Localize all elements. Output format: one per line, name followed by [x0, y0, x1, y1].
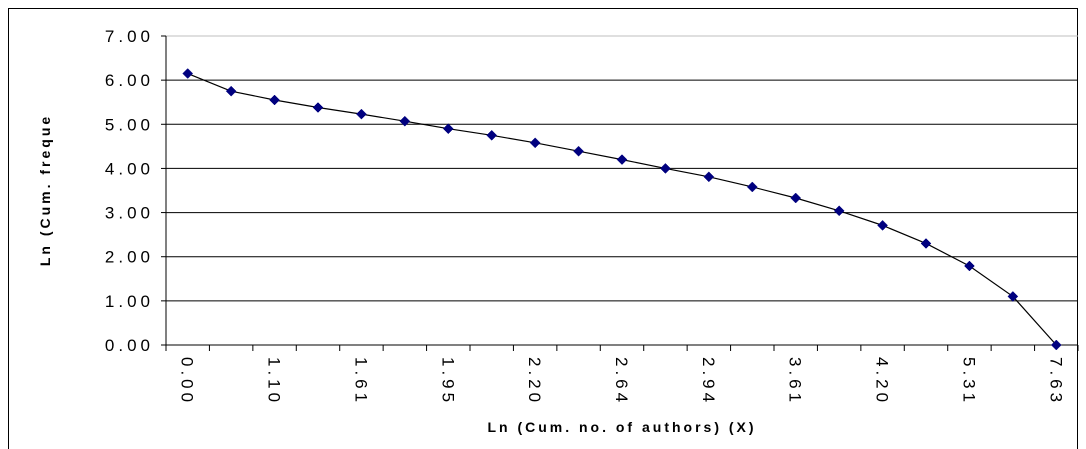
x-tick-label: 3.61 [786, 357, 805, 406]
data-point [1007, 291, 1019, 302]
data-point [877, 220, 888, 231]
y-tick-label: 7.00 [105, 27, 154, 46]
y-tick-labels: 0.00 1.00 2.00 3.00 4.00 5.00 6.00 7.00 [105, 27, 154, 355]
x-tick-label: 1.61 [351, 357, 370, 406]
data-point [1050, 339, 1062, 351]
data-point [529, 137, 541, 149]
data-point [746, 181, 758, 193]
y-tick-label: 5.00 [105, 115, 154, 134]
x-tick-label: 0.00 [178, 357, 197, 406]
data-point [703, 171, 715, 183]
data-point [399, 115, 411, 127]
y-tick-label: 3.00 [105, 204, 154, 223]
data-point [356, 108, 367, 120]
axes [161, 35, 1079, 351]
y-tick-label: 6.00 [105, 71, 154, 90]
grid-lines [166, 35, 1078, 302]
data-point [660, 163, 671, 174]
y-axis-title: Ln (Cum. freque [37, 114, 53, 266]
data-point [964, 260, 975, 272]
x-tick-label: 4.20 [873, 357, 892, 406]
y-tick-label: 0.00 [105, 336, 154, 355]
series-group [182, 68, 1062, 351]
data-point [616, 154, 628, 165]
series-line [187, 72, 1057, 346]
x-tick-label: 2.64 [612, 357, 631, 406]
x-tick-label: 1.95 [438, 357, 457, 406]
data-point [182, 68, 194, 79]
data-point [920, 238, 932, 249]
x-tick-label: 2.20 [525, 357, 544, 406]
y-tick-label: 4.00 [105, 159, 154, 178]
chart-frame [8, 8, 1078, 449]
x-tick-label: 1.10 [265, 357, 284, 406]
x-tick-labels: 0.00 1.10 1.61 1.95 2.20 2.64 2.94 3.61 4.20 5.31… [178, 357, 1066, 406]
data-point [269, 94, 280, 106]
x-tick-label: 7.63 [1046, 357, 1065, 406]
x-tick-label: 5.31 [959, 357, 978, 406]
data-point [486, 129, 498, 141]
data-point [442, 123, 454, 135]
data-point [573, 145, 584, 157]
data-point [833, 205, 845, 217]
x-axis-title: Ln (Cum. no. of authors) (X) [487, 419, 756, 435]
data-point [312, 102, 324, 113]
x-tick-label: 2.94 [699, 357, 718, 406]
y-tick-label: 1.00 [105, 292, 154, 311]
data-point [225, 85, 237, 97]
y-tick-label: 2.00 [105, 248, 154, 267]
data-point [790, 192, 802, 204]
